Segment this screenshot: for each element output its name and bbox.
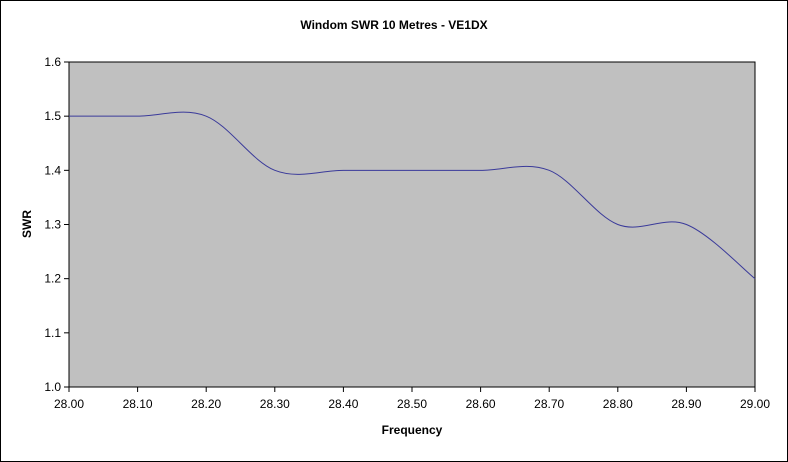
series-line (69, 111, 756, 280)
y-axis-label: SWR (20, 210, 34, 238)
y-tick-label: 1.6 (44, 55, 61, 69)
x-tick-label: 28.50 (397, 397, 427, 411)
x-tick-label: 28.20 (191, 397, 221, 411)
x-tick-label: 28.40 (328, 397, 358, 411)
x-tick-label: 29.00 (740, 397, 770, 411)
y-axis: 1.0 1.1 1.2 1.3 1.4 1.5 1.6 (44, 55, 69, 394)
x-tick-label: 28.10 (123, 397, 153, 411)
x-tick-label: 28.60 (466, 397, 496, 411)
x-tick-label: 28.90 (671, 397, 701, 411)
y-tick-label: 1.1 (44, 326, 61, 340)
plot-area (68, 61, 756, 388)
x-tick-label: 28.00 (54, 397, 84, 411)
y-tick-label: 1.2 (44, 272, 61, 286)
x-axis: 28.00 28.10 28.20 28.30 28.40 28.50 28.60 28.70… (54, 387, 770, 411)
chart-title: Windom SWR 10 Metres - VE1DX (300, 18, 487, 32)
x-tick-label: 28.30 (260, 397, 290, 411)
x-tick-label: 28.70 (534, 397, 564, 411)
y-tick-label: 1.5 (44, 109, 61, 123)
x-tick-label: 28.80 (603, 397, 633, 411)
y-tick-label: 1.0 (44, 380, 61, 394)
y-tick-label: 1.4 (44, 163, 61, 177)
x-axis-label: Frequency (382, 423, 443, 437)
y-tick-label: 1.3 (44, 218, 61, 232)
